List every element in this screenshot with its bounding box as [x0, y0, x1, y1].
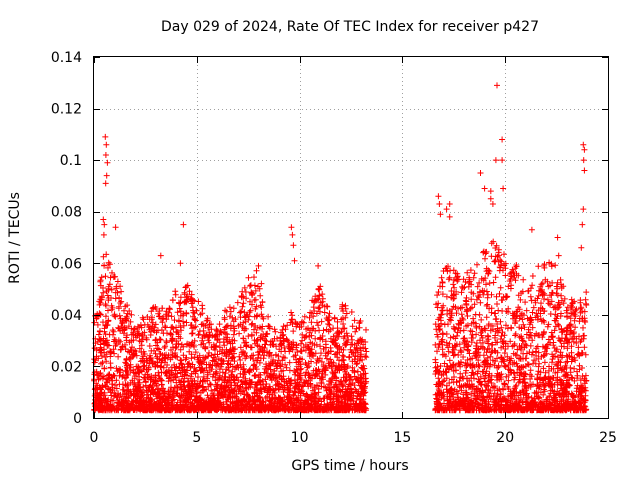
- x-tick-label: 25: [599, 430, 617, 446]
- roti-point: [578, 244, 585, 251]
- y-tick-label: 0: [73, 411, 82, 427]
- roti-point: [554, 234, 561, 241]
- roti-point: [487, 195, 494, 202]
- chart-title: Day 029 of 2024, Rate Of TEC Index for r…: [161, 19, 539, 35]
- roti-point: [446, 201, 453, 207]
- roti-point: [477, 170, 484, 176]
- roti-point: [100, 216, 107, 223]
- roti-point: [446, 213, 453, 220]
- roti-point: [288, 224, 295, 231]
- roti-point: [103, 141, 110, 148]
- roti-point: [579, 221, 586, 228]
- y-tick-label: 0.12: [51, 102, 82, 118]
- roti-point: [492, 157, 499, 164]
- y-axis-title: ROTI / TECUs: [7, 192, 23, 284]
- roti-point: [581, 167, 588, 174]
- x-tick-label: 15: [393, 430, 411, 446]
- y-tick-label: 0.04: [51, 308, 82, 324]
- roti-point: [102, 133, 109, 140]
- y-tick-label: 0.06: [51, 256, 82, 272]
- roti-point: [580, 206, 587, 213]
- roti-point: [180, 221, 187, 228]
- roti-cloud-markers: [91, 238, 590, 414]
- roti-point: [581, 146, 588, 153]
- roti-point: [291, 257, 298, 264]
- roti-point: [177, 260, 184, 267]
- x-tick-label: 5: [192, 430, 201, 446]
- x-tick-label: 0: [90, 430, 99, 446]
- roti-point: [112, 224, 119, 231]
- roti-point: [102, 152, 109, 158]
- y-tick-labels: 0 0.02 0.04 0.06 0.08 0.1 0.12 0.14: [51, 50, 82, 427]
- roti-point: [104, 159, 111, 166]
- y-tick-label: 0.02: [51, 359, 82, 375]
- x-axis-title: GPS time / hours: [291, 458, 408, 474]
- roti-point: [481, 185, 488, 192]
- x-tick-label: 10: [291, 430, 309, 446]
- roti-point: [555, 252, 562, 259]
- x-tick-label: 20: [496, 430, 514, 446]
- roti-point: [101, 221, 108, 228]
- y-tick-label: 0.08: [51, 205, 82, 221]
- grid-layer: [94, 57, 608, 418]
- roti-point: [499, 136, 506, 143]
- roti-point: [436, 201, 443, 207]
- y-tick-label: 0.14: [51, 50, 82, 66]
- roti-point: [289, 231, 296, 238]
- roti-point: [157, 252, 164, 259]
- roti-point: [102, 180, 109, 187]
- plot-frame: [93, 56, 609, 419]
- roti-point: [290, 242, 297, 249]
- roti-point: [580, 141, 587, 148]
- roti-point: [443, 206, 450, 213]
- y-tick-label: 0.1: [60, 153, 82, 169]
- roti-point: [255, 262, 262, 269]
- roti-point: [500, 185, 507, 192]
- roti-point: [499, 157, 506, 164]
- roti-point: [487, 188, 494, 195]
- roti-point: [580, 157, 587, 164]
- roti-point: [494, 82, 500, 89]
- x-tick-labels: 0 5 10 15 20 25: [90, 430, 617, 446]
- roti-point: [100, 231, 107, 238]
- roti-point: [103, 172, 110, 179]
- ticks-layer: [94, 57, 609, 419]
- roti-point: [315, 262, 322, 269]
- roti-point: [528, 226, 535, 233]
- roti-point: [435, 193, 442, 200]
- roti-point: [437, 211, 444, 218]
- points-layer: [91, 82, 590, 414]
- roti-point: [489, 201, 496, 207]
